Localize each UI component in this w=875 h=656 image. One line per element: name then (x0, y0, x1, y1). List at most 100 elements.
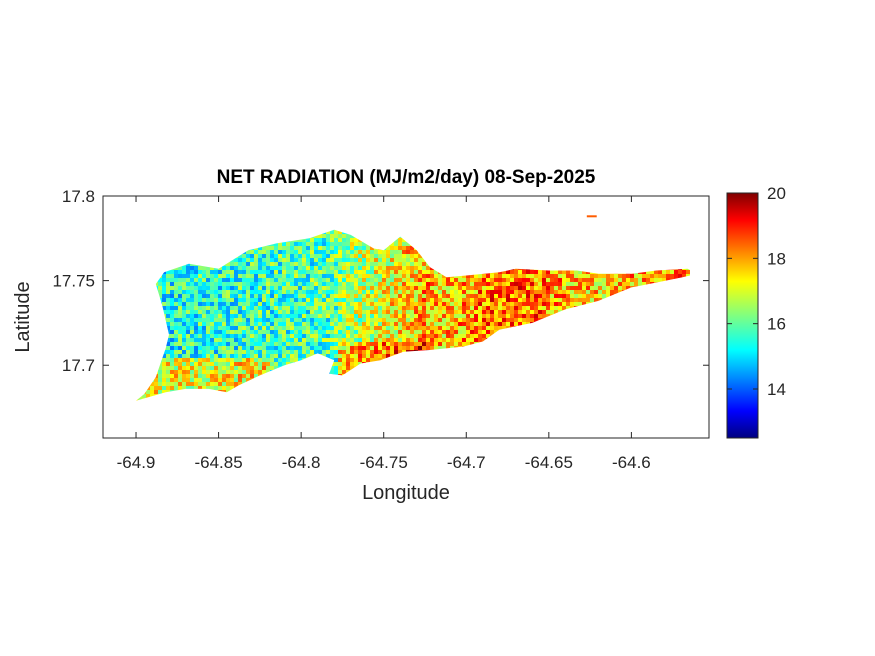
field-cell (390, 334, 394, 338)
field-cell (198, 290, 202, 294)
field-cell (410, 286, 414, 290)
field-cell (418, 310, 422, 314)
field-cell (222, 326, 226, 330)
field-cell (254, 274, 258, 278)
field-cell (462, 322, 466, 326)
field-cell (314, 262, 318, 266)
field-cell (410, 326, 414, 330)
field-cell (542, 274, 546, 278)
field-cell (174, 278, 178, 282)
field-cell (186, 362, 190, 366)
field-cell (474, 282, 478, 286)
field-cell (230, 338, 234, 342)
field-cell (402, 274, 406, 278)
field-cell (354, 326, 358, 330)
field-cell (382, 278, 386, 282)
field-cell (178, 314, 182, 318)
field-cell (342, 362, 346, 366)
field-cell (210, 334, 214, 338)
field-cell (310, 322, 314, 326)
field-cell (278, 326, 282, 330)
field-cell (258, 286, 262, 290)
field-cell (482, 286, 486, 290)
field-cell (406, 294, 410, 298)
field-cell (394, 322, 398, 326)
field-cell (178, 386, 182, 390)
field-cell (186, 374, 190, 378)
field-cell (318, 314, 322, 318)
field-cell (350, 326, 354, 330)
field-cell (254, 314, 258, 318)
field-cell (406, 306, 410, 310)
field-cell (230, 378, 234, 382)
field-cell (370, 330, 374, 334)
field-cell (378, 286, 382, 290)
field-cell (278, 274, 282, 278)
field-cell (514, 314, 518, 318)
field-cell (478, 306, 482, 310)
field-cell (210, 342, 214, 346)
field-cell (390, 282, 394, 286)
field-cell (366, 306, 370, 310)
field-cell (398, 254, 402, 258)
field-cell (218, 290, 222, 294)
field-cell (322, 258, 326, 262)
field-cell (386, 306, 390, 310)
field-cell (378, 306, 382, 310)
field-cell (186, 294, 190, 298)
field-cell (250, 370, 254, 374)
field-cell (354, 254, 358, 258)
field-cell (318, 334, 322, 338)
field-cell (434, 306, 438, 310)
field-cell (466, 334, 470, 338)
field-cell (214, 306, 218, 310)
field-cell (166, 290, 170, 294)
field-cell (210, 338, 214, 342)
field-cell (198, 318, 202, 322)
field-cell (250, 350, 254, 354)
field-cell (270, 282, 274, 286)
field-cell (446, 314, 450, 318)
field-cell (334, 294, 338, 298)
field-cell (522, 306, 526, 310)
field-cell (266, 318, 270, 322)
field-cell (358, 334, 362, 338)
field-cell (478, 286, 482, 290)
field-cell (162, 382, 166, 386)
field-cell (398, 330, 402, 334)
field-cell (334, 350, 338, 354)
field-cell (190, 286, 194, 290)
field-cell (538, 286, 542, 290)
field-cell (362, 314, 366, 318)
field-cell (210, 302, 214, 306)
field-cell (354, 310, 358, 314)
field-cell (430, 322, 434, 326)
field-cell (254, 266, 258, 270)
field-cell (186, 358, 190, 362)
field-cell (206, 306, 210, 310)
field-cell (326, 242, 330, 246)
field-cell (258, 294, 262, 298)
field-cell (314, 326, 318, 330)
field-cell (214, 382, 218, 386)
field-cell (486, 302, 490, 306)
field-cell (254, 330, 258, 334)
field-cell (270, 362, 274, 366)
field-cell (274, 246, 278, 250)
field-cell (346, 366, 350, 370)
field-cell (234, 282, 238, 286)
field-cell (330, 350, 334, 354)
field-cell (238, 254, 242, 258)
field-cell (206, 366, 210, 370)
field-cell (386, 258, 390, 262)
field-cell (302, 294, 306, 298)
field-cell (534, 278, 538, 282)
field-cell (386, 322, 390, 326)
field-cell (254, 290, 258, 294)
field-cell (482, 282, 486, 286)
field-cell (262, 338, 266, 342)
field-cell (434, 294, 438, 298)
field-cell (166, 274, 170, 278)
field-cell (178, 282, 182, 286)
field-cell (178, 338, 182, 342)
